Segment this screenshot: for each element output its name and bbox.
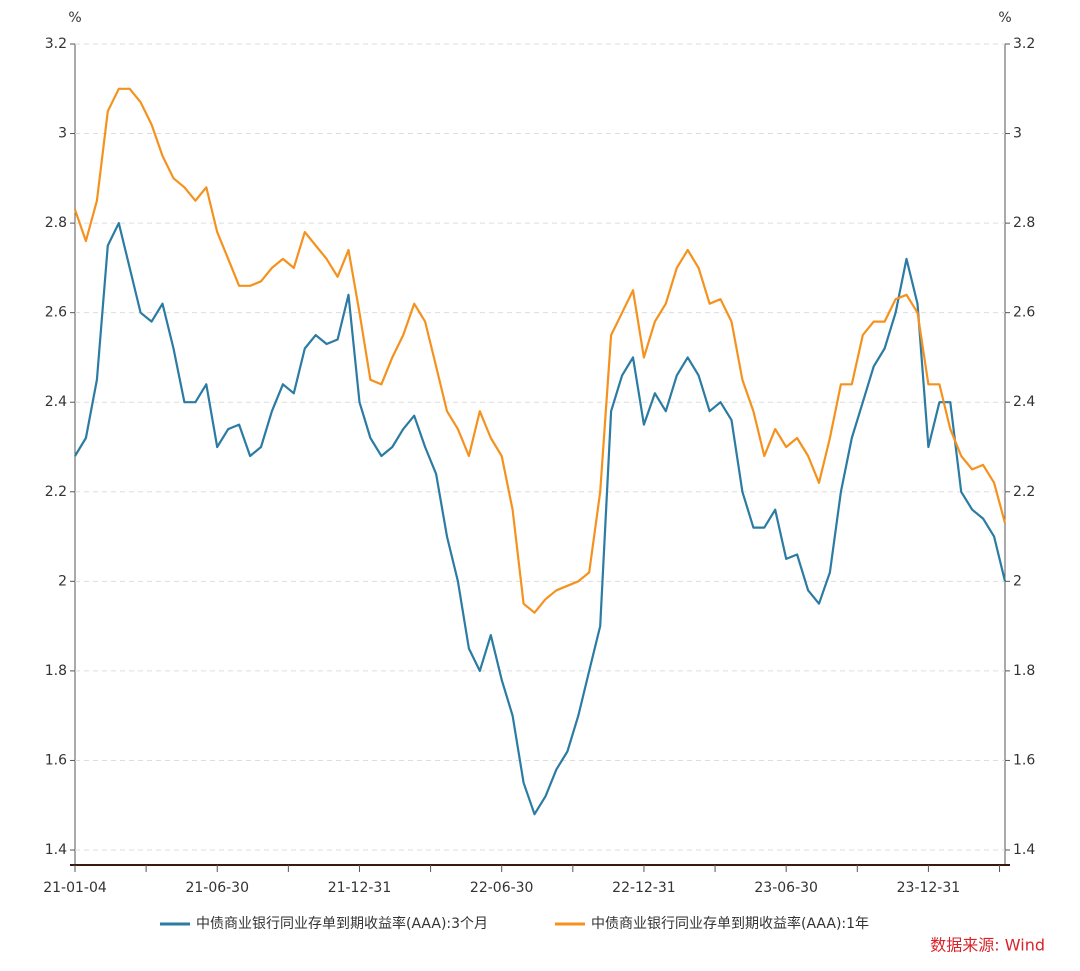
y-tick-label: 3.2 (45, 36, 67, 52)
y2-tick-label: 1.8 (1013, 663, 1035, 679)
y2-tick-label: 1.6 (1013, 752, 1035, 768)
y-tick-label: 1.8 (45, 663, 67, 679)
y2-tick-label: 1.4 (1013, 842, 1035, 858)
y-tick-label: 2.4 (45, 394, 67, 410)
x-tick-label: 21-06-30 (185, 880, 249, 896)
y-unit: % (68, 10, 81, 26)
series-line (73, 87, 1007, 614)
x-tick-label: 23-12-31 (897, 880, 961, 896)
y-tick-label: 3 (58, 126, 67, 142)
y-tick-label: 1.4 (45, 842, 67, 858)
y-tick-label: 1.6 (45, 752, 67, 768)
legend-label: 中债商业银行同业存单到期收益率(AAA):1年 (591, 915, 869, 932)
x-tick-label: 21-12-31 (328, 880, 392, 896)
x-tick-label: 22-06-30 (470, 880, 534, 896)
x-tick-label: 23-06-30 (754, 880, 818, 896)
y-tick-label: 2.6 (45, 305, 67, 321)
y-tick-label: 2 (58, 573, 67, 589)
y2-tick-label: 2 (1013, 573, 1022, 589)
y2-tick-label: 2.4 (1013, 394, 1035, 410)
x-tick-label: 22-12-31 (612, 880, 676, 896)
y2-unit: % (998, 10, 1011, 26)
series-line (74, 222, 1007, 816)
y2-tick-label: 2.2 (1013, 484, 1035, 500)
y2-tick-label: 2.6 (1013, 305, 1035, 321)
y-tick-label: 2.2 (45, 484, 67, 500)
legend-label: 中债商业银行同业存单到期收益率(AAA):3个月 (196, 915, 488, 932)
y2-tick-label: 3 (1013, 126, 1022, 142)
x-tick-label: 21-01-04 (43, 880, 107, 896)
y-tick-label: 2.8 (45, 215, 67, 231)
y2-tick-label: 2.8 (1013, 215, 1035, 231)
source: 数据来源: Wind (930, 936, 1045, 955)
y2-tick-label: 3.2 (1013, 36, 1035, 52)
